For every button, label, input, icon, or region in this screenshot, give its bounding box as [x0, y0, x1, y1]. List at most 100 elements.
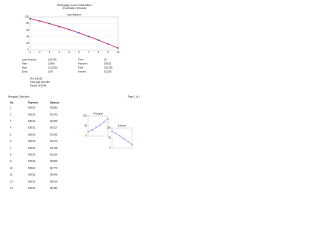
table-cell: 3 — [10, 120, 12, 123]
y-tick-label: 0 — [86, 135, 88, 138]
column-header: No. — [10, 102, 14, 105]
column-header: Payment — [28, 102, 38, 105]
table-cell: 8 — [10, 154, 12, 157]
note: Total paid 193,256 — [30, 81, 50, 84]
point — [95, 127, 97, 129]
point — [97, 39, 100, 41]
y-tick-label: 100 — [25, 16, 30, 19]
point — [107, 43, 110, 45]
summary-cell: 0.00 — [48, 71, 53, 74]
table-cell: 99,272 — [50, 140, 58, 143]
x-tick-label: 7 — [88, 51, 90, 54]
x-tick-label: 8 — [98, 51, 100, 54]
y-tick-label: 100 — [83, 115, 88, 118]
summary-cell: Term — [78, 59, 83, 62]
point — [38, 20, 41, 22]
point — [91, 129, 93, 131]
table-cell: 98,391 — [50, 187, 58, 190]
title: Mortgage Loan Calculator — [57, 3, 92, 7]
table-cell: 98,519 — [50, 180, 58, 183]
summary-cell: Interest — [78, 71, 86, 74]
summary-cell: 5.00% — [48, 63, 56, 66]
point — [87, 131, 89, 133]
y-tick-label: 60 — [26, 29, 29, 32]
table-cell: 536.82 — [28, 113, 36, 116]
point — [29, 17, 31, 20]
table-cell: 536.82 — [28, 120, 36, 123]
table-cell: 536.82 — [28, 160, 36, 163]
table-cell: 7 — [10, 147, 12, 150]
table-cell: 536.82 — [28, 187, 36, 190]
table-cell: 6 — [10, 140, 12, 143]
table-cell: 10 — [10, 167, 13, 170]
table-cell: 99,760 — [50, 113, 58, 116]
table-cell: 99,639 — [50, 120, 58, 123]
table-cell: 536.82 — [28, 174, 36, 177]
point — [87, 35, 90, 38]
table-cell: 536.82 — [28, 180, 36, 183]
y-tick-label: 20 — [26, 42, 29, 45]
table-cell: 536.82 — [28, 154, 36, 157]
series-line — [29, 18, 119, 49]
point — [48, 22, 51, 25]
chart-title: Loan Balance — [67, 14, 82, 17]
point — [123, 138, 125, 140]
table-cell: 4 — [10, 127, 12, 130]
chart-title: Principal — [93, 113, 103, 116]
point — [131, 143, 133, 145]
x-tick-label: 5 — [68, 51, 70, 54]
summary-cell: 1/1/2020 — [48, 67, 58, 70]
table-cell: 536.82 — [28, 133, 36, 136]
summary-cell: 100,000 — [48, 59, 57, 62]
column-header: Balance — [50, 102, 60, 105]
table-cell: 536.82 — [28, 140, 36, 143]
series-line — [111, 130, 133, 145]
table-cell: 536.82 — [28, 147, 36, 150]
x-tick-label: 6 — [78, 51, 80, 54]
point — [127, 140, 129, 142]
x-tick-label: 4 — [59, 51, 61, 54]
y-tick-label: 0 — [28, 49, 30, 52]
point — [99, 124, 101, 126]
x-tick-label: 2 — [39, 51, 41, 54]
summary-cell: 193,256 — [104, 67, 113, 70]
series-line — [87, 118, 109, 133]
table-cell: 536.82 — [28, 167, 36, 170]
point — [103, 121, 105, 123]
summary-cell: 536.82 — [104, 63, 112, 66]
note: Payoff 12/2049 — [30, 85, 47, 88]
table-cell: 99,148 — [50, 147, 58, 150]
summary-cell: Start — [22, 67, 27, 70]
summary-cell: 93,256 — [104, 71, 112, 74]
table-cell: 9 — [10, 160, 12, 163]
point — [115, 133, 117, 135]
table-cell: 536.82 — [28, 107, 36, 110]
footer-right: Page 1 of 1 — [128, 96, 141, 99]
x-tick-label: 1 — [29, 51, 31, 54]
table-cell: 99,880 — [50, 107, 58, 110]
chart-title: Interest — [118, 125, 126, 128]
table-cell: 1 — [10, 107, 12, 110]
point — [117, 47, 119, 49]
y-tick-label: 100 — [107, 127, 112, 130]
x-tick-label: 10 — [117, 51, 120, 54]
x-tick-label: 9 — [108, 51, 110, 54]
table-cell: 536.82 — [28, 127, 36, 130]
table-cell: 98,646 — [50, 174, 58, 177]
summary-cell: 30 — [104, 59, 107, 62]
y-tick-label: 0 — [110, 147, 112, 150]
table-cell: 11 — [10, 174, 13, 177]
point — [119, 135, 121, 137]
summary-cell: Extra — [22, 71, 28, 74]
point — [111, 130, 113, 132]
x-tick-label: 3 — [49, 51, 51, 54]
note: Pmt 536.82 — [30, 78, 43, 81]
table-cell: 98,773 — [50, 167, 58, 170]
table-cell: 99,517 — [50, 127, 58, 130]
point — [78, 32, 80, 34]
table-cell: 99,395 — [50, 133, 58, 136]
summary-cell: Rate — [22, 63, 28, 66]
footer-left: Mortgage Calculator — [8, 96, 30, 99]
y-tick-label: 40 — [26, 35, 29, 38]
point — [58, 25, 61, 28]
